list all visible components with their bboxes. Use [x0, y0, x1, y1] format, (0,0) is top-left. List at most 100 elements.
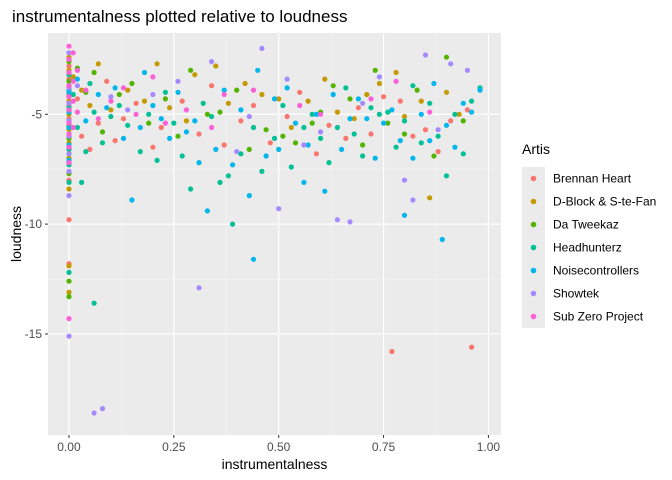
data-point [334, 217, 340, 223]
data-point [221, 91, 227, 98]
data-point [150, 102, 156, 109]
data-point [179, 98, 185, 104]
legend-key-point [530, 175, 537, 182]
legend-label: Da Tweekaz [553, 218, 619, 232]
data-point [230, 162, 236, 168]
x-axis-ticks: 0.00 0.25 0.50 0.75 1.00 [57, 435, 500, 454]
data-point [87, 80, 93, 87]
data-point [112, 85, 118, 91]
data-point [385, 120, 391, 126]
data-point [301, 124, 307, 131]
data-point [263, 127, 269, 133]
data-point [196, 160, 202, 166]
grid-lines [48, 33, 501, 435]
data-point [435, 133, 441, 139]
data-point [372, 67, 378, 73]
data-point [288, 124, 294, 131]
data-point [355, 96, 361, 102]
data-point [66, 333, 72, 339]
data-point [79, 87, 85, 93]
data-point [292, 120, 299, 126]
data-point [238, 107, 244, 113]
y-tick-label: -15 [25, 327, 43, 341]
data-point [66, 78, 72, 84]
data-point [381, 120, 387, 126]
data-point [125, 122, 131, 128]
data-point [83, 149, 89, 155]
data-point [188, 186, 194, 192]
data-point [66, 107, 72, 113]
data-point [255, 67, 261, 73]
data-point [443, 89, 450, 95]
data-point [70, 50, 76, 56]
data-point [427, 100, 433, 106]
data-point [334, 124, 340, 131]
data-point [66, 94, 72, 100]
data-point [66, 56, 72, 63]
data-point [330, 83, 336, 89]
data-point [435, 127, 441, 133]
data-point [91, 410, 97, 416]
data-point [460, 151, 466, 157]
data-point [259, 45, 265, 52]
data-point [125, 107, 131, 113]
data-point [108, 113, 114, 120]
data-point [66, 160, 72, 166]
legend-key-point [530, 221, 537, 228]
data-point [263, 153, 269, 159]
data-point [259, 91, 265, 98]
data-point [66, 100, 72, 106]
x-tick-label: 0.50 [267, 440, 291, 454]
data-point [364, 116, 370, 122]
plot-panel [48, 33, 501, 435]
data-point [339, 146, 345, 152]
data-point [284, 76, 290, 82]
data-point [427, 138, 433, 144]
data-point [448, 61, 454, 67]
data-point [79, 133, 85, 139]
data-point [422, 52, 429, 58]
data-point [120, 135, 127, 141]
data-point [464, 67, 470, 73]
data-point [242, 80, 248, 87]
data-point [158, 124, 164, 131]
legend-label: Brennan Heart [553, 172, 632, 186]
data-point [305, 142, 311, 148]
data-point [397, 98, 403, 104]
data-point [477, 87, 483, 93]
data-point [448, 118, 454, 124]
data-point [66, 50, 72, 56]
x-tick-label: 0.75 [372, 440, 396, 454]
data-point [443, 122, 450, 128]
data-point [70, 98, 76, 104]
data-point [276, 206, 282, 212]
data-point [234, 149, 240, 155]
data-point [410, 133, 416, 139]
data-point [146, 111, 152, 117]
data-point [74, 124, 80, 131]
data-point [99, 406, 106, 412]
data-point [326, 122, 332, 128]
data-point [141, 69, 148, 76]
data-point [313, 151, 319, 157]
data-point [158, 116, 164, 122]
data-point [116, 102, 122, 109]
data-point [427, 195, 433, 201]
data-point [460, 118, 466, 124]
data-point [368, 131, 374, 137]
legend-label: Headhunterz [553, 241, 622, 255]
data-point [292, 140, 299, 146]
data-point [221, 87, 227, 93]
data-point [204, 111, 210, 117]
data-point [246, 146, 252, 152]
legend-title: Artis [522, 141, 550, 157]
data-point [343, 85, 349, 91]
data-point [376, 74, 382, 80]
data-point [150, 91, 156, 98]
data-point [389, 348, 395, 355]
data-point [116, 91, 122, 98]
data-point [133, 111, 139, 117]
data-point [183, 118, 189, 124]
data-point [347, 96, 353, 102]
legend-label: D-Block & S-te-Fan [553, 195, 656, 209]
